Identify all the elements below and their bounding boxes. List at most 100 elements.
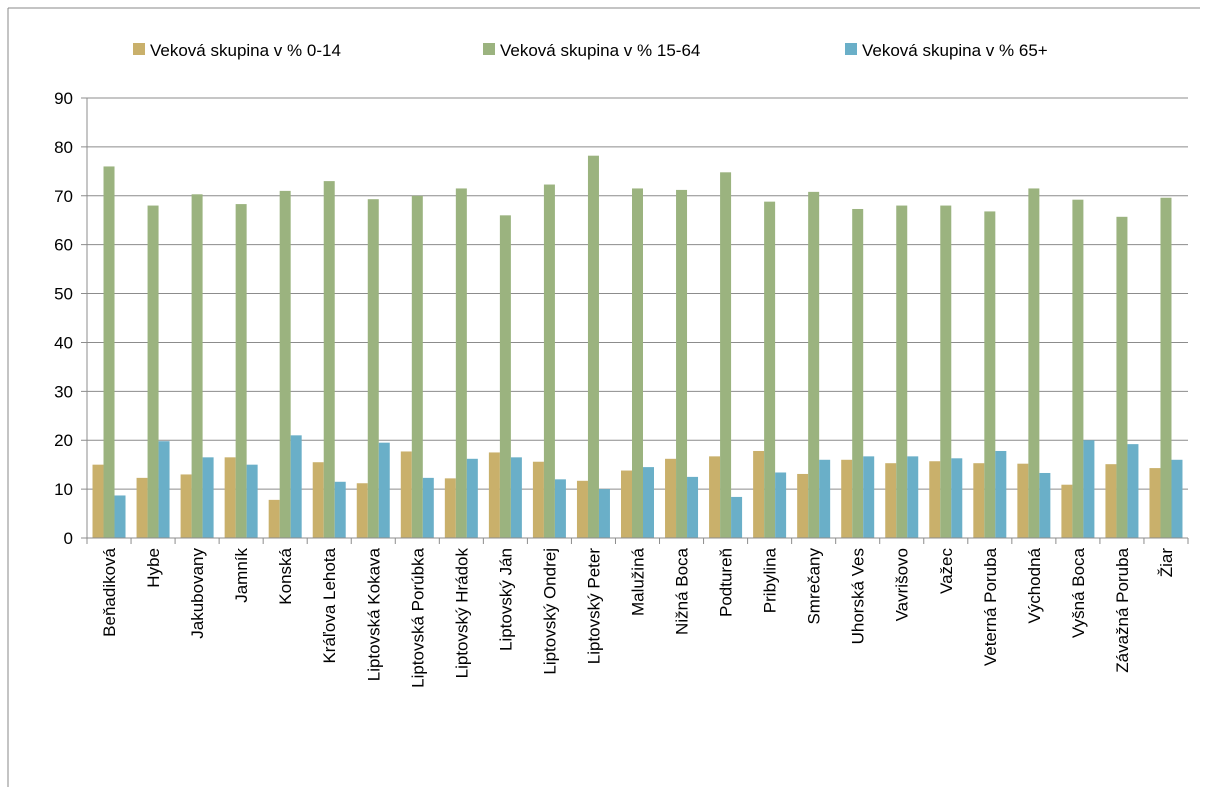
y-tick-label: 80 bbox=[54, 138, 73, 157]
x-tick-label: Liptovská Kokava bbox=[364, 547, 383, 681]
bar bbox=[180, 474, 192, 538]
legend-swatch bbox=[483, 43, 495, 55]
bar bbox=[973, 463, 985, 538]
bar bbox=[290, 435, 302, 538]
x-tick-label: Závažná Poruba bbox=[1113, 547, 1132, 672]
bar bbox=[676, 189, 688, 538]
x-tick-label: Liptovský Hrádok bbox=[452, 548, 471, 679]
y-tick-label: 50 bbox=[54, 285, 73, 304]
bar bbox=[665, 458, 677, 538]
x-tick-label: Veterná Poruba bbox=[981, 547, 1000, 666]
legend-swatch bbox=[133, 43, 145, 55]
bar bbox=[92, 464, 104, 538]
x-tick-label: Liptovský Ján bbox=[496, 548, 515, 651]
y-tick-label: 70 bbox=[54, 187, 73, 206]
x-tick-label: Važec bbox=[937, 548, 956, 594]
bar bbox=[951, 458, 963, 538]
y-tick-label: 60 bbox=[54, 236, 73, 255]
x-tick-label: Liptovský Ondrej bbox=[540, 548, 559, 675]
bar bbox=[929, 461, 941, 538]
x-tick-label: Hybe bbox=[144, 548, 163, 588]
legend-label: Veková skupina v % 15-64 bbox=[500, 41, 700, 60]
legend-label: Veková skupina v % 0-14 bbox=[150, 41, 341, 60]
x-tick-label: Konská bbox=[276, 547, 295, 604]
x-tick-label: Vavrišovo bbox=[893, 548, 912, 621]
bar bbox=[797, 473, 809, 538]
x-tick-label: Kráľova Lehota bbox=[320, 547, 339, 663]
x-tick-label: Beňadiková bbox=[100, 547, 119, 636]
bar bbox=[587, 155, 599, 538]
bar bbox=[1171, 459, 1183, 538]
bar bbox=[1028, 188, 1040, 538]
x-tick-label: Žiar bbox=[1157, 548, 1176, 578]
bar bbox=[510, 457, 522, 538]
x-tick-label: Nižná Boca bbox=[673, 547, 692, 634]
bar bbox=[246, 464, 258, 538]
bar bbox=[841, 459, 853, 538]
bar bbox=[885, 463, 897, 538]
bar bbox=[1105, 464, 1117, 538]
x-tick-label: Malužiná bbox=[629, 547, 648, 616]
bar bbox=[896, 205, 908, 539]
bar bbox=[1072, 199, 1084, 538]
bar bbox=[466, 458, 478, 538]
bar bbox=[356, 483, 368, 538]
bar bbox=[709, 456, 721, 538]
bar bbox=[852, 208, 864, 538]
bar bbox=[1039, 472, 1051, 538]
bar bbox=[312, 462, 324, 538]
x-tick-label: Pribylina bbox=[761, 547, 780, 613]
x-tick-label: Podtureň bbox=[717, 548, 736, 617]
x-tick-label: Vyšná Boca bbox=[1069, 547, 1088, 638]
bar bbox=[907, 456, 919, 538]
bar bbox=[400, 451, 412, 538]
bar bbox=[576, 480, 588, 538]
bar bbox=[455, 188, 467, 538]
bar bbox=[1061, 484, 1073, 538]
bar bbox=[1149, 468, 1161, 538]
bar bbox=[940, 205, 952, 539]
y-tick-label: 0 bbox=[64, 529, 73, 548]
x-tick-label: Jakubovany bbox=[188, 548, 207, 639]
bar bbox=[235, 204, 247, 539]
bar bbox=[136, 477, 148, 538]
bar bbox=[103, 166, 115, 538]
x-tick-label: Uhorská Ves bbox=[849, 548, 868, 644]
bar bbox=[202, 457, 214, 538]
bar bbox=[1116, 216, 1128, 539]
bar bbox=[323, 181, 335, 538]
bar bbox=[995, 450, 1007, 538]
y-tick-label: 30 bbox=[54, 382, 73, 401]
bar bbox=[1127, 444, 1139, 538]
bar bbox=[499, 215, 511, 539]
bar bbox=[598, 489, 610, 538]
x-tick-label: Liptovský Peter bbox=[584, 548, 603, 665]
bar bbox=[279, 190, 291, 538]
x-tick-label: Jamník bbox=[232, 548, 251, 603]
bar bbox=[643, 467, 654, 538]
bar bbox=[1083, 440, 1095, 538]
bar bbox=[191, 194, 203, 539]
legend-swatch bbox=[845, 43, 857, 55]
bar bbox=[147, 205, 159, 539]
bar bbox=[984, 211, 996, 538]
bar bbox=[268, 499, 280, 538]
y-tick-label: 40 bbox=[54, 333, 73, 352]
bar bbox=[775, 472, 787, 538]
bar bbox=[720, 172, 732, 539]
bar bbox=[543, 184, 555, 539]
y-tick-label: 90 bbox=[54, 89, 73, 108]
bar bbox=[378, 442, 390, 538]
y-tick-label: 10 bbox=[54, 480, 73, 499]
bar bbox=[554, 479, 566, 538]
x-tick-label: Východná bbox=[1025, 547, 1044, 623]
bar bbox=[687, 476, 699, 538]
x-tick-label: Smrečany bbox=[805, 548, 824, 625]
legend-label: Veková skupina v % 65+ bbox=[862, 41, 1048, 60]
bar bbox=[411, 195, 423, 538]
bar bbox=[1160, 197, 1172, 538]
bar bbox=[158, 441, 170, 538]
x-tick-label: Liptovská Porúbka bbox=[408, 547, 427, 687]
